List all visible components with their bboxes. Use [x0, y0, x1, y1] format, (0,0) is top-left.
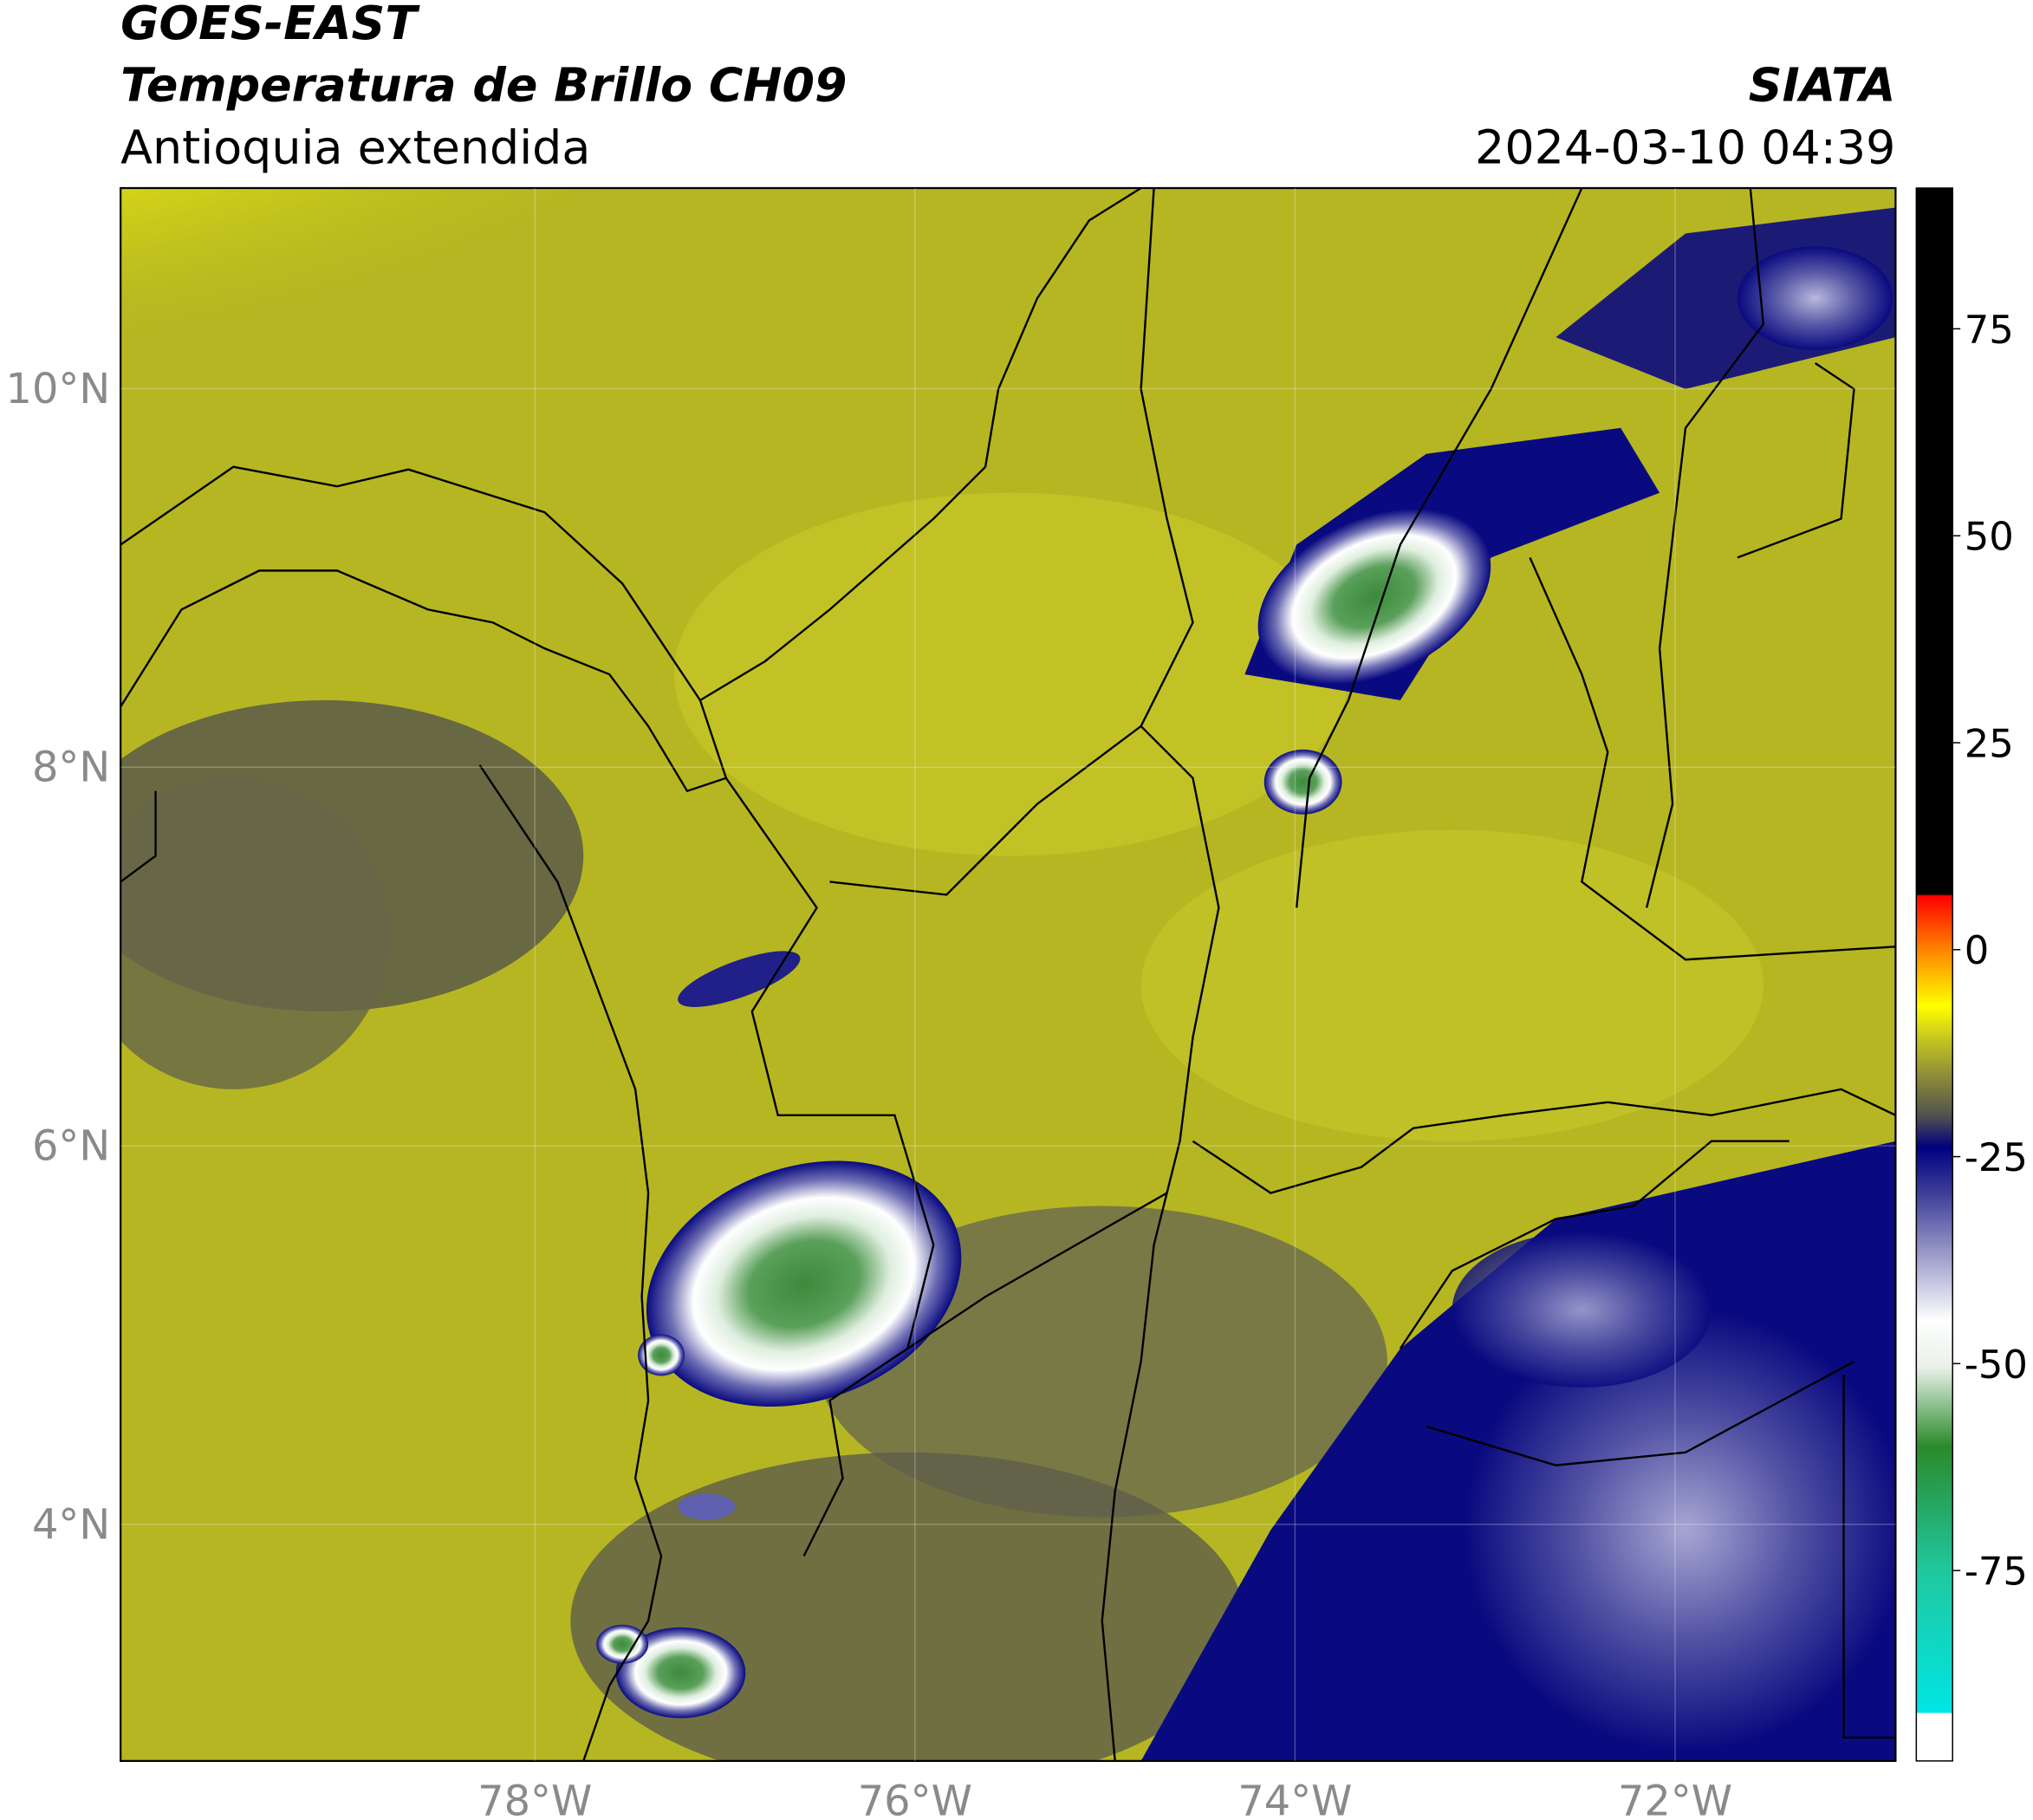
y-tick-label: 6°N: [32, 1123, 110, 1171]
tick-layer: 78°W 76°W 74°W 72°W 10°N 8°N 6°N 4°N 75 50 25 0 -25 -…: [6, 188, 2028, 1820]
map-frame: [120, 186, 1897, 1762]
colorbar-tick-label: 50: [1965, 514, 2014, 560]
subtitle: Temperatura de Brillo CH09: [120, 58, 847, 113]
x-tick-label: 78°W: [477, 1778, 592, 1820]
source: SIATA: [1749, 58, 1896, 113]
satellite-image: [120, 188, 1896, 1761]
borders: [120, 188, 1896, 1761]
x-tick-label: 76°W: [858, 1778, 972, 1820]
x-tick-label: 74°W: [1237, 1778, 1352, 1820]
colorbar-tick-label: -50: [1965, 1342, 2028, 1388]
colorbar: [1915, 187, 1953, 1762]
colorbar-tick-label: -25: [1965, 1134, 2028, 1180]
y-tick-label: 10°N: [6, 366, 111, 413]
colorbar-tick-label: 75: [1965, 307, 2014, 353]
y-tick-label: 8°N: [32, 744, 110, 792]
title: GOES-EAST: [120, 0, 420, 50]
colorbar-tick-label: 25: [1965, 720, 2014, 766]
y-tick-label: 4°N: [32, 1501, 110, 1549]
colorbar-tick-label: 0: [1965, 927, 1990, 973]
timestamp: 2024-03-10 04:39: [1475, 120, 1895, 175]
x-tick-label: 72°W: [1618, 1778, 1732, 1820]
region: Antioquia extendida: [120, 120, 590, 175]
colorbar-tick-label: -75: [1965, 1549, 2028, 1595]
